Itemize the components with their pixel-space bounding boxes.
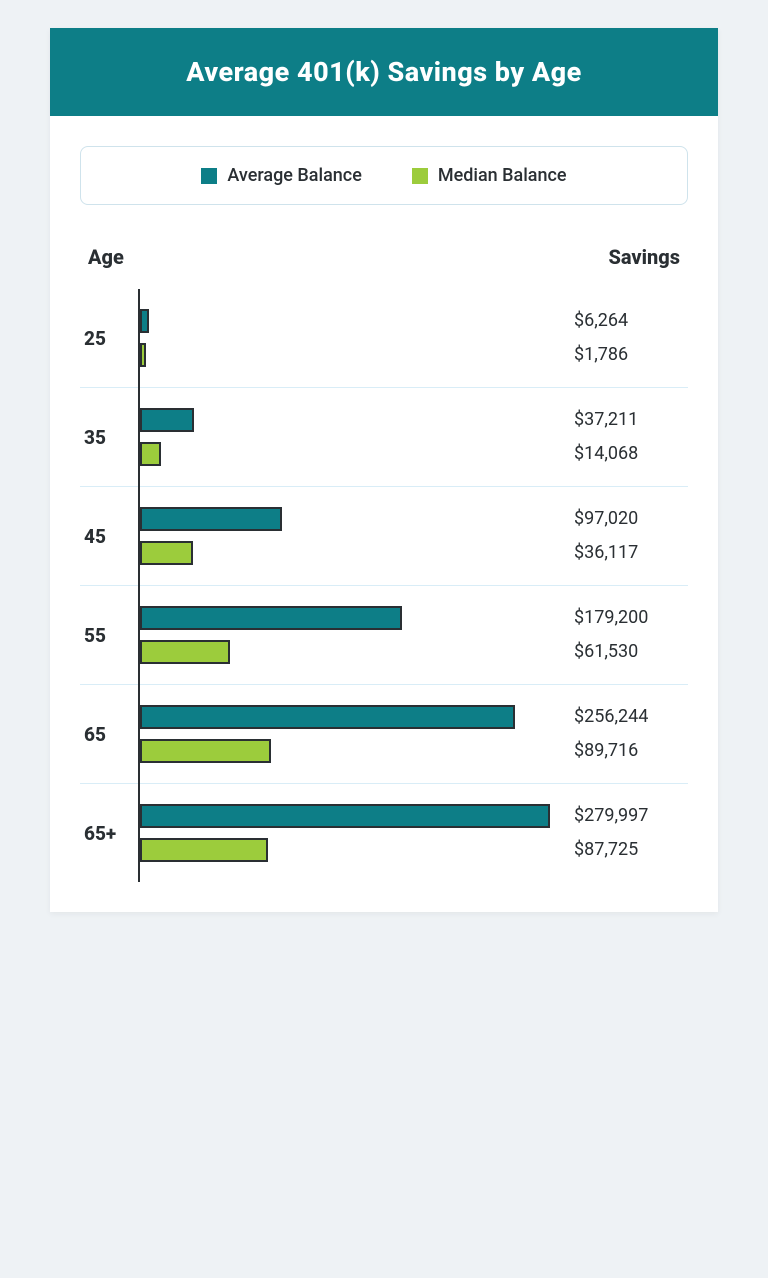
column-headers: Age Savings (80, 245, 688, 269)
bar-median (140, 838, 268, 862)
bars-group (138, 507, 558, 565)
legend: Average Balance Median Balance (80, 146, 688, 205)
value-average: $179,200 (574, 606, 688, 630)
age-label: 45 (80, 525, 138, 548)
legend-label-average: Average Balance (227, 165, 361, 186)
bar-average (140, 507, 282, 531)
legend-swatch-median (412, 168, 428, 184)
y-axis (138, 289, 140, 882)
value-median: $36,117 (574, 541, 688, 565)
bar-median (140, 541, 193, 565)
values-group: $97,020 $36,117 (558, 507, 688, 565)
bar-median (140, 343, 146, 367)
legend-item-average: Average Balance (201, 165, 361, 186)
value-median: $87,725 (574, 838, 688, 862)
bars-group (138, 309, 558, 367)
values-group: $179,200 $61,530 (558, 606, 688, 664)
legend-swatch-average (201, 168, 217, 184)
age-label: 35 (80, 426, 138, 449)
value-average: $37,211 (574, 408, 688, 432)
bar-average (140, 309, 149, 333)
bars-group (138, 606, 558, 664)
chart-row: 65+ $279,997 $87,725 (80, 784, 688, 882)
chart-row: 45 $97,020 $36,117 (80, 487, 688, 586)
bars-group (138, 804, 558, 862)
values-group: $279,997 $87,725 (558, 804, 688, 862)
legend-item-median: Median Balance (412, 165, 567, 186)
value-average: $97,020 (574, 507, 688, 531)
value-median: $61,530 (574, 640, 688, 664)
values-group: $256,244 $89,716 (558, 705, 688, 763)
value-median: $1,786 (574, 343, 688, 367)
bar-average (140, 705, 515, 729)
bar-median (140, 640, 230, 664)
value-median: $89,716 (574, 739, 688, 763)
value-average: $279,997 (574, 804, 688, 828)
values-group: $6,264 $1,786 (558, 309, 688, 367)
bar-average (140, 804, 550, 828)
age-label: 65+ (80, 822, 138, 845)
bar-average (140, 408, 194, 432)
chart-title: Average 401(k) Savings by Age (50, 28, 718, 116)
value-average: $6,264 (574, 309, 688, 333)
bar-median (140, 739, 271, 763)
chart-row: 35 $37,211 $14,068 (80, 388, 688, 487)
legend-label-median: Median Balance (438, 165, 567, 186)
age-label: 55 (80, 624, 138, 647)
bar-average (140, 606, 402, 630)
chart-content: Average Balance Median Balance Age Savin… (50, 116, 718, 912)
values-group: $37,211 $14,068 (558, 408, 688, 466)
chart-row: 65 $256,244 $89,716 (80, 685, 688, 784)
chart-row: 25 $6,264 $1,786 (80, 289, 688, 388)
age-label: 25 (80, 327, 138, 350)
bars-group (138, 408, 558, 466)
chart-card: Average 401(k) Savings by Age Average Ba… (50, 28, 718, 912)
bars-group (138, 705, 558, 763)
header-age: Age (88, 245, 124, 269)
age-label: 65 (80, 723, 138, 746)
value-median: $14,068 (574, 442, 688, 466)
value-average: $256,244 (574, 705, 688, 729)
bar-median (140, 442, 161, 466)
chart-row: 55 $179,200 $61,530 (80, 586, 688, 685)
header-savings: Savings (608, 245, 680, 269)
bar-chart: 25$6,264$1,78635$37,211$14,06845$97,020$… (80, 289, 688, 882)
